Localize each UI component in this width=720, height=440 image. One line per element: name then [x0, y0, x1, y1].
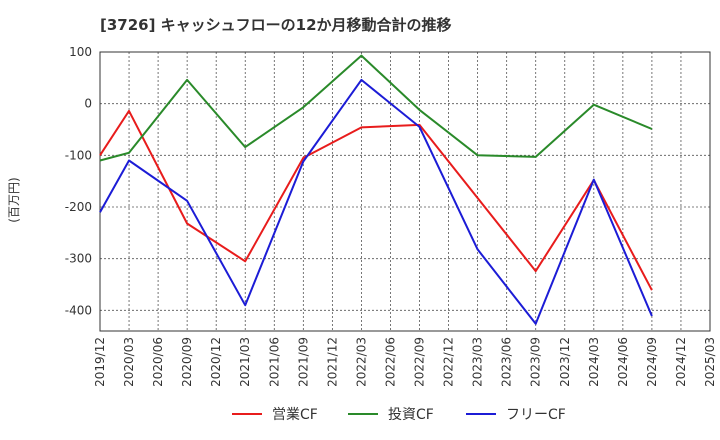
x-tick-label: 2020/03 — [122, 337, 136, 387]
y-tick-label: -400 — [65, 303, 92, 317]
y-axis-label: (百万円) — [7, 177, 21, 222]
x-tick-label: 2020/06 — [151, 337, 165, 387]
x-tick-label: 2023/09 — [529, 337, 543, 387]
series-line — [99, 78, 653, 325]
x-tick-label: 2022/03 — [354, 337, 368, 387]
x-tick-label: 2024/12 — [674, 337, 688, 387]
x-tick-label: 2025/03 — [703, 337, 717, 387]
x-tick-label: 2021/06 — [267, 337, 281, 387]
x-tick-label: 2021/03 — [238, 337, 252, 387]
y-axis-ticks: 100 0 -100 -200 -300 -400 — [65, 45, 92, 317]
x-tick-label: 2024/03 — [587, 337, 601, 387]
x-tick-label: 2022/09 — [413, 337, 427, 387]
y-tick-label: -100 — [65, 148, 92, 162]
series-lines — [99, 54, 653, 325]
y-tick-label: 0 — [84, 97, 92, 111]
grid-lines — [100, 52, 710, 331]
x-tick-label: 2021/12 — [325, 337, 339, 387]
x-tick-label: 2024/06 — [616, 337, 630, 387]
x-tick-label: 2024/09 — [645, 337, 659, 387]
x-axis-ticks: 2019/12 2020/03 2020/06 2020/09 2020/12 2021/… — [93, 337, 717, 387]
legend-label: フリーCF — [506, 407, 566, 423]
x-tick-label: 2022/12 — [442, 337, 456, 387]
plot-frame — [99, 51, 711, 332]
y-tick-label: -300 — [65, 252, 92, 266]
chart-title: [3726] キャッシュフローの12か月移動合計の推移 — [100, 16, 452, 34]
x-tick-label: 2023/03 — [471, 337, 485, 387]
series-line — [99, 54, 653, 162]
x-tick-label: 2019/12 — [93, 337, 107, 387]
series-line — [99, 109, 653, 291]
x-tick-label: 2023/12 — [558, 337, 572, 387]
x-tick-label: 2020/09 — [180, 337, 194, 387]
legend-label: 投資CF — [388, 407, 434, 423]
x-tick-label: 2022/06 — [383, 337, 397, 387]
y-tick-label: -200 — [65, 200, 92, 214]
x-tick-label: 2021/09 — [296, 337, 310, 387]
legend-label: 営業CF — [272, 407, 318, 423]
x-tick-label: 2020/12 — [209, 337, 223, 387]
y-tick-label: 100 — [69, 45, 92, 59]
legend: 営業CF 投資CF フリーCF — [232, 407, 566, 423]
x-tick-label: 2023/06 — [500, 337, 514, 387]
